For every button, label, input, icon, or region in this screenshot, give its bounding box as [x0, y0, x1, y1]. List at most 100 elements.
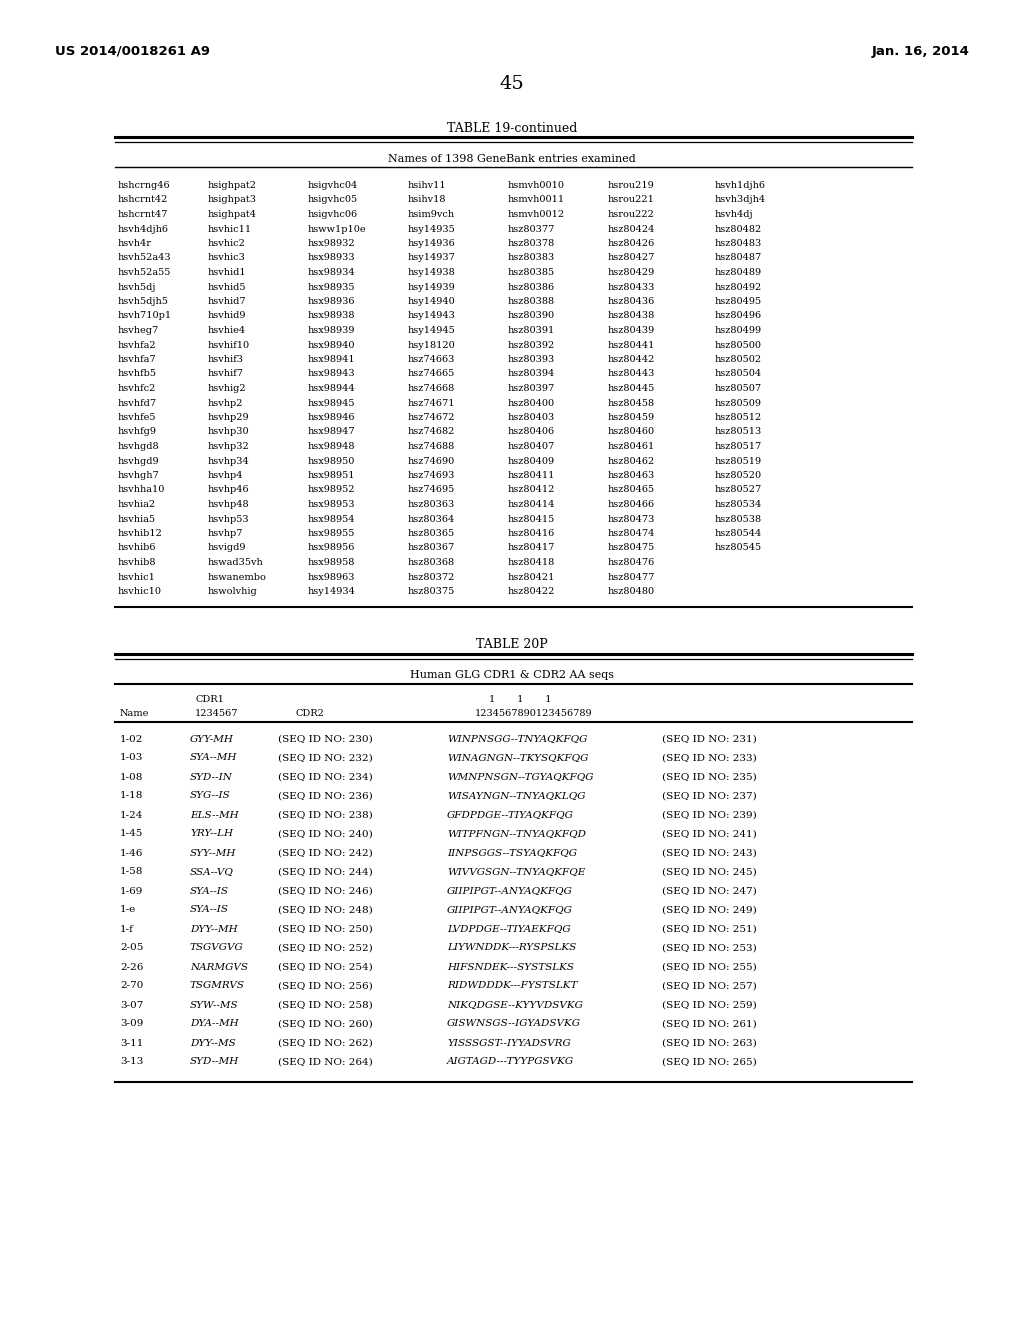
Text: hsz80394: hsz80394: [508, 370, 555, 379]
Text: hsz74693: hsz74693: [408, 471, 456, 480]
Text: hsvhp4: hsvhp4: [208, 471, 244, 480]
Text: 1-f: 1-f: [120, 924, 134, 933]
Text: hsx98952: hsx98952: [308, 486, 355, 495]
Text: (SEQ ID NO: 251): (SEQ ID NO: 251): [662, 924, 757, 933]
Text: hsvhif7: hsvhif7: [208, 370, 244, 379]
Text: hsvh5djh5: hsvh5djh5: [118, 297, 169, 306]
Text: TSGVGVG: TSGVGVG: [190, 944, 244, 953]
Text: hsz80499: hsz80499: [715, 326, 762, 335]
Text: hshcrng46: hshcrng46: [118, 181, 171, 190]
Text: 45: 45: [500, 75, 524, 92]
Text: hsz80492: hsz80492: [715, 282, 762, 292]
Text: (SEQ ID NO: 232): (SEQ ID NO: 232): [278, 754, 373, 763]
Text: hsz80538: hsz80538: [715, 515, 762, 524]
Text: GIIPIPGT--ANYAQKFQG: GIIPIPGT--ANYAQKFQG: [447, 887, 572, 895]
Text: WISAYNGN--TNYAQKLQG: WISAYNGN--TNYAQKLQG: [447, 792, 586, 800]
Text: hsz74668: hsz74668: [408, 384, 456, 393]
Text: hsz80378: hsz80378: [508, 239, 555, 248]
Text: hsz74682: hsz74682: [408, 428, 456, 437]
Text: hsvhgh7: hsvhgh7: [118, 471, 160, 480]
Text: hsz80507: hsz80507: [715, 384, 762, 393]
Text: hsz80412: hsz80412: [508, 486, 555, 495]
Text: NARMGVS: NARMGVS: [190, 962, 248, 972]
Text: hsvh4r: hsvh4r: [118, 239, 152, 248]
Text: 1234567: 1234567: [195, 709, 239, 718]
Text: 2-05: 2-05: [120, 944, 143, 953]
Text: hsigvhc04: hsigvhc04: [308, 181, 358, 190]
Text: hsvhfa7: hsvhfa7: [118, 355, 157, 364]
Text: (SEQ ID NO: 244): (SEQ ID NO: 244): [278, 867, 373, 876]
Text: (SEQ ID NO: 263): (SEQ ID NO: 263): [662, 1039, 757, 1048]
Text: hsz80512: hsz80512: [715, 413, 762, 422]
Text: hsz80473: hsz80473: [608, 515, 655, 524]
Text: hsz80388: hsz80388: [508, 297, 555, 306]
Text: 3-11: 3-11: [120, 1039, 143, 1048]
Text: hsz80397: hsz80397: [508, 384, 555, 393]
Text: hsx98938: hsx98938: [308, 312, 355, 321]
Text: hsvhia2: hsvhia2: [118, 500, 156, 510]
Text: hsz80409: hsz80409: [508, 457, 555, 466]
Text: hswolvhig: hswolvhig: [208, 587, 258, 597]
Text: hsz80385: hsz80385: [508, 268, 555, 277]
Text: hsy14945: hsy14945: [408, 326, 456, 335]
Text: hsz80475: hsz80475: [608, 544, 655, 553]
Text: hsvhfe5: hsvhfe5: [118, 413, 157, 422]
Text: hsz80421: hsz80421: [508, 573, 555, 582]
Text: hsvh710p1: hsvh710p1: [118, 312, 172, 321]
Text: hsz80500: hsz80500: [715, 341, 762, 350]
Text: DYY--MS: DYY--MS: [190, 1039, 236, 1048]
Text: (SEQ ID NO: 259): (SEQ ID NO: 259): [662, 1001, 757, 1010]
Text: hsy14934: hsy14934: [308, 587, 356, 597]
Text: hsvhp7: hsvhp7: [208, 529, 244, 539]
Text: (SEQ ID NO: 254): (SEQ ID NO: 254): [278, 962, 373, 972]
Text: hsighpat2: hsighpat2: [208, 181, 257, 190]
Text: hsz80375: hsz80375: [408, 587, 456, 597]
Text: hsz74695: hsz74695: [408, 486, 456, 495]
Text: 3-09: 3-09: [120, 1019, 143, 1028]
Text: GFDPDGE--TIYAQKFQG: GFDPDGE--TIYAQKFQG: [447, 810, 573, 820]
Text: hsz80439: hsz80439: [608, 326, 655, 335]
Text: (SEQ ID NO: 243): (SEQ ID NO: 243): [662, 849, 757, 858]
Text: Jan. 16, 2014: Jan. 16, 2014: [872, 45, 970, 58]
Text: hsvhid7: hsvhid7: [208, 297, 247, 306]
Text: hswad35vh: hswad35vh: [208, 558, 264, 568]
Text: hsz80383: hsz80383: [508, 253, 555, 263]
Text: 1-03: 1-03: [120, 754, 143, 763]
Text: SYA--IS: SYA--IS: [190, 887, 229, 895]
Text: hsvhha10: hsvhha10: [118, 486, 165, 495]
Text: hsx98941: hsx98941: [308, 355, 355, 364]
Text: SSA--VQ: SSA--VQ: [190, 867, 233, 876]
Text: hsvhic10: hsvhic10: [118, 587, 162, 597]
Text: hsvhfa2: hsvhfa2: [118, 341, 157, 350]
Text: hsx98948: hsx98948: [308, 442, 355, 451]
Text: (SEQ ID NO: 235): (SEQ ID NO: 235): [662, 772, 757, 781]
Text: hsvhid1: hsvhid1: [208, 268, 247, 277]
Text: hsim9vch: hsim9vch: [408, 210, 455, 219]
Text: hsvhp34: hsvhp34: [208, 457, 250, 466]
Text: hsz80441: hsz80441: [608, 341, 655, 350]
Text: hsz80368: hsz80368: [408, 558, 455, 568]
Text: 2-26: 2-26: [120, 962, 143, 972]
Text: WIVVGSGN--TNYAQKFQE: WIVVGSGN--TNYAQKFQE: [447, 867, 586, 876]
Text: hsvhid9: hsvhid9: [208, 312, 247, 321]
Text: hsvhp29: hsvhp29: [208, 413, 250, 422]
Text: hsz80443: hsz80443: [608, 370, 655, 379]
Text: US 2014/0018261 A9: US 2014/0018261 A9: [55, 45, 210, 58]
Text: hsvhic11: hsvhic11: [208, 224, 252, 234]
Text: GISWNSGS--IGYADSVKG: GISWNSGS--IGYADSVKG: [447, 1019, 581, 1028]
Text: hsz74671: hsz74671: [408, 399, 456, 408]
Text: hsx98958: hsx98958: [308, 558, 355, 568]
Text: hsz80417: hsz80417: [508, 544, 555, 553]
Text: hsz80390: hsz80390: [508, 312, 555, 321]
Text: hsz80365: hsz80365: [408, 529, 455, 539]
Text: TSGMRVS: TSGMRVS: [190, 982, 245, 990]
Text: hsz80438: hsz80438: [608, 312, 655, 321]
Text: hsz80363: hsz80363: [408, 500, 456, 510]
Text: SYA--IS: SYA--IS: [190, 906, 229, 915]
Text: hsz80458: hsz80458: [608, 399, 655, 408]
Text: hsx98936: hsx98936: [308, 297, 355, 306]
Text: hsy14937: hsy14937: [408, 253, 456, 263]
Text: hsvh1djh6: hsvh1djh6: [715, 181, 766, 190]
Text: hsz80461: hsz80461: [608, 442, 655, 451]
Text: GYY-MH: GYY-MH: [190, 734, 233, 743]
